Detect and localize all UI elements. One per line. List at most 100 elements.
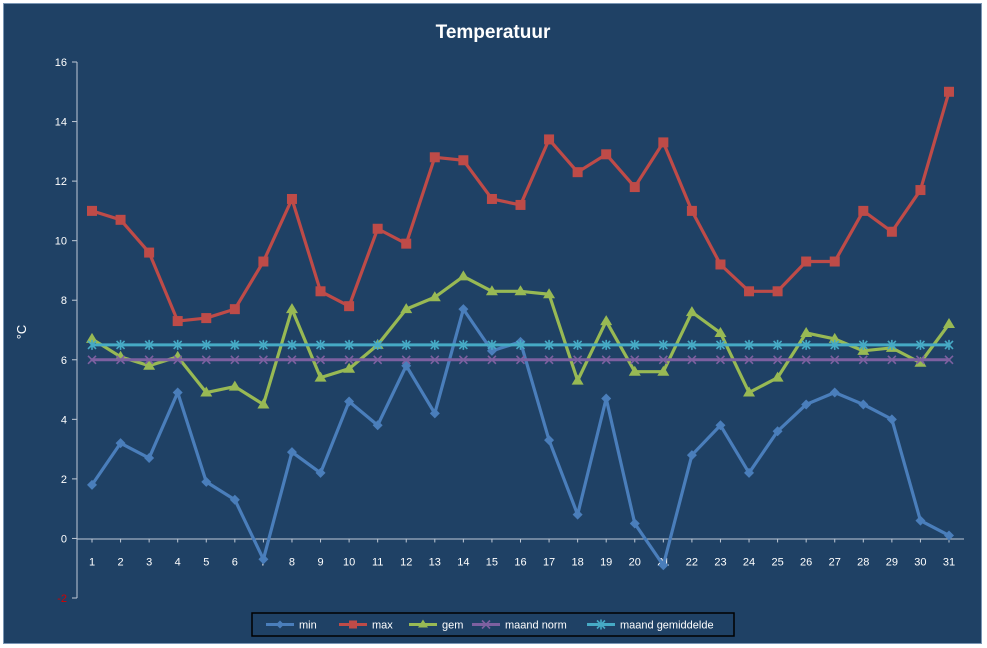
data-point-max <box>515 199 526 210</box>
x-tick-label: 2 <box>118 556 124 568</box>
chart-title: Temperatuur <box>436 22 551 43</box>
y-ticks: -2 0 2 4 6 8 10 12 14 16 <box>55 57 77 605</box>
data-point-maand-norm <box>658 355 668 365</box>
x-tick-label: 31 <box>943 556 955 568</box>
data-point-maand-gemiddelde <box>573 339 583 350</box>
data-point-min <box>458 304 469 315</box>
data-point-maand-gemiddelde <box>230 339 240 350</box>
data-point-min <box>886 414 897 425</box>
data-point-gem <box>914 356 927 367</box>
data-point-gem <box>314 371 327 382</box>
data-point-maand-gemiddelde <box>858 339 868 350</box>
legend-marker-max <box>349 620 357 629</box>
legend-label-maand-gemiddelde: maand gemiddelde <box>620 620 714 632</box>
data-point-min <box>686 450 697 461</box>
data-point-max <box>229 304 240 315</box>
data-point-maand-norm <box>887 355 897 365</box>
legend-marker-maand-gemiddelde <box>596 619 606 630</box>
data-point-max <box>744 286 755 297</box>
data-point-gem <box>743 386 756 397</box>
data-point-maand-gemiddelde <box>601 339 611 350</box>
data-point-maand-gemiddelde <box>144 339 154 350</box>
data-point-maand-gemiddelde <box>258 339 268 350</box>
data-point-maand-gemiddelde <box>887 339 897 350</box>
data-point-max <box>544 134 555 145</box>
data-point-min <box>344 396 355 407</box>
data-point-gem <box>628 365 641 376</box>
legend-label-max: max <box>372 620 393 632</box>
data-point-maand-gemiddelde <box>915 339 925 350</box>
data-point-min <box>629 518 640 529</box>
data-point-min <box>144 453 155 464</box>
data-point-maand-norm <box>544 355 554 365</box>
y-tick-label: 0 <box>61 533 67 545</box>
data-point-gem <box>143 359 156 370</box>
data-point-gem <box>485 285 498 296</box>
y-tick-label: 2 <box>61 474 67 486</box>
data-point-min <box>744 467 755 478</box>
data-point-maand-norm <box>430 355 440 365</box>
data-point-max <box>401 238 412 249</box>
data-point-max <box>772 286 783 297</box>
data-point-max <box>658 137 669 148</box>
data-point-max <box>144 247 155 258</box>
data-point-gem <box>657 365 670 376</box>
data-point-maand-norm <box>858 355 868 365</box>
data-point-maand-gemiddelde <box>630 339 640 350</box>
data-point-max <box>258 256 269 267</box>
data-point-max <box>429 152 440 163</box>
x-tick-label: 17 <box>543 556 555 568</box>
data-point-min <box>315 467 326 478</box>
data-point-max <box>201 313 212 324</box>
data-point-max <box>115 214 126 225</box>
data-point-min <box>915 515 926 526</box>
x-tick-label: 9 <box>317 556 323 568</box>
data-point-gem <box>257 398 270 409</box>
x-tick-label: 11 <box>372 556 383 568</box>
data-point-maand-gemiddelde <box>515 339 526 350</box>
data-point-maand-gemiddelde <box>944 339 954 350</box>
x-tick-label: 24 <box>743 556 755 568</box>
data-point-maand-gemiddelde <box>116 339 126 350</box>
data-point-maand-norm <box>830 355 840 365</box>
legend-marker-gem <box>418 619 428 628</box>
data-point-maand-gemiddelde <box>201 339 211 350</box>
data-point-gem <box>685 306 698 317</box>
data-point-maand-gemiddelde <box>687 339 697 350</box>
legend-marker-min <box>276 620 284 629</box>
data-point-gem <box>800 326 813 337</box>
data-point-min <box>201 476 212 487</box>
data-point-maand-gemiddelde <box>658 339 668 350</box>
data-point-gem <box>228 380 241 391</box>
data-point-min <box>172 387 183 398</box>
x-tick-label: 25 <box>771 556 783 568</box>
data-point-maand-gemiddelde <box>487 339 497 350</box>
x-tick-label: 6 <box>232 556 238 568</box>
data-point-maand-norm <box>487 355 497 365</box>
data-point-min <box>115 438 126 449</box>
data-point-maand-gemiddelde <box>373 339 383 350</box>
data-point-maand-norm <box>601 355 611 365</box>
y-axis-title: °C <box>14 325 29 340</box>
data-point-maand-norm <box>573 355 583 365</box>
x-tick-label: 18 <box>572 556 584 568</box>
series-layer <box>86 86 955 571</box>
series-max <box>87 86 954 327</box>
data-point-max <box>572 167 583 178</box>
data-point-min <box>258 554 269 565</box>
data-point-maand-norm <box>630 355 640 365</box>
data-point-maand-norm <box>458 355 468 365</box>
data-point-min <box>544 435 555 446</box>
legend: min max gem maand norm maand gemiddelde <box>251 612 735 637</box>
data-point-maand-norm <box>801 355 811 365</box>
x-tick-label: 10 <box>343 556 355 568</box>
data-point-gem <box>571 374 584 385</box>
y-tick-label: 12 <box>55 176 67 188</box>
data-point-max <box>944 86 954 97</box>
data-point-min <box>829 387 840 398</box>
x-tick-label: 8 <box>289 556 295 568</box>
data-point-min <box>715 420 726 431</box>
data-point-maand-gemiddelde <box>344 339 354 350</box>
data-point-max <box>458 155 469 166</box>
